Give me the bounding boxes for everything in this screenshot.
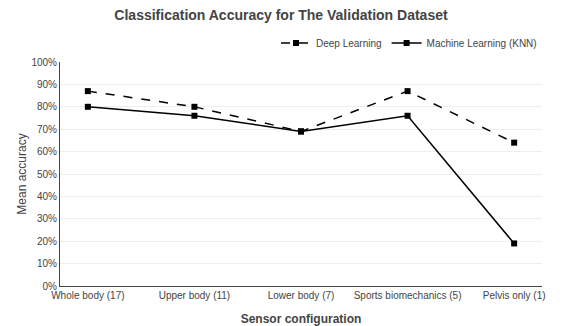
svg-text:10%: 10% <box>37 258 57 269</box>
svg-text:Sensor configuration: Sensor configuration <box>241 312 362 326</box>
svg-text:80%: 80% <box>37 101 57 112</box>
svg-text:Whole body (17): Whole body (17) <box>51 290 124 301</box>
svg-text:Sports biomechanics (5): Sports biomechanics (5) <box>354 290 462 301</box>
svg-text:Upper body (11): Upper body (11) <box>159 290 231 301</box>
svg-text:Pelvis only (1): Pelvis only (1) <box>483 290 546 301</box>
svg-text:20%: 20% <box>37 236 57 247</box>
svg-text:Deep Learning: Deep Learning <box>316 38 382 49</box>
svg-text:0%: 0% <box>43 281 58 292</box>
svg-text:60%: 60% <box>37 146 57 157</box>
svg-text:50%: 50% <box>37 169 57 180</box>
svg-text:30%: 30% <box>37 213 57 224</box>
svg-text:Lower body (7): Lower body (7) <box>268 290 335 301</box>
svg-text:Classification Accuracy for Th: Classification Accuracy for The Validati… <box>114 7 448 23</box>
svg-text:Mean accuracy: Mean accuracy <box>15 133 29 214</box>
svg-text:90%: 90% <box>37 79 57 90</box>
svg-text:70%: 70% <box>37 124 57 135</box>
svg-text:40%: 40% <box>37 191 57 202</box>
svg-text:Machine Learning (KNN): Machine Learning (KNN) <box>427 38 537 49</box>
svg-text:100%: 100% <box>31 57 57 68</box>
